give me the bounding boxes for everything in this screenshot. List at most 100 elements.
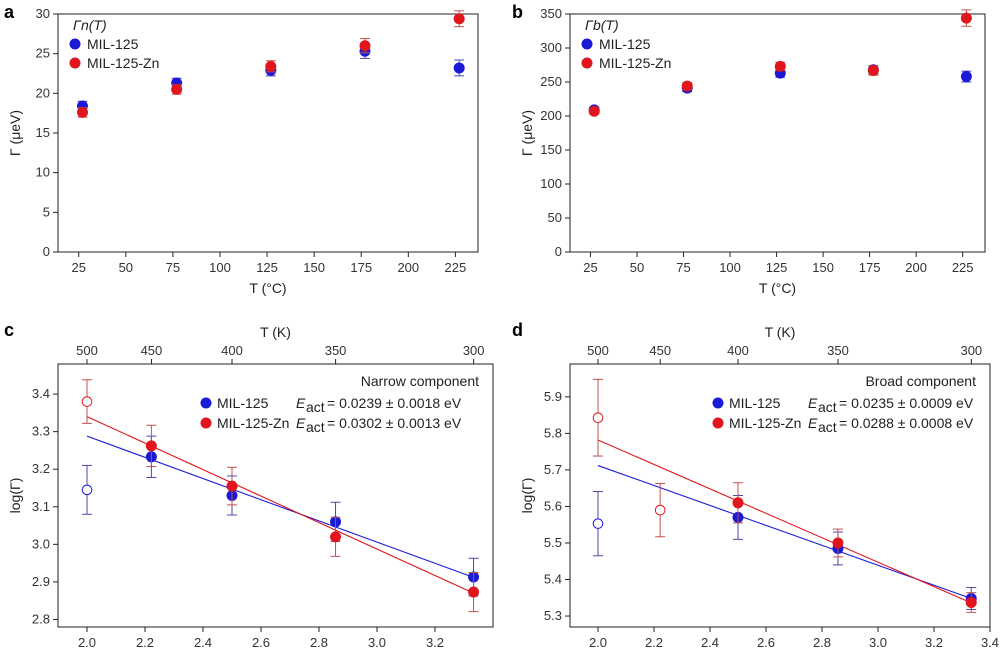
y-tick-label: 3.3 bbox=[32, 424, 50, 439]
y-tick-label: 30 bbox=[36, 6, 50, 21]
legend-label: MIL-125-Zn bbox=[599, 55, 671, 71]
point-mil125zn bbox=[468, 586, 480, 598]
y-axis-title: Γ (μeV) bbox=[7, 110, 23, 156]
y-tick-label: 200 bbox=[540, 108, 562, 123]
x-tick-label: 2.6 bbox=[252, 635, 270, 650]
plot-frame bbox=[569, 13, 986, 253]
x-tick-label: 2.4 bbox=[194, 635, 212, 650]
x-tick-label: 125 bbox=[256, 260, 278, 275]
eact-value: = 0.0239 ± 0.0018 eV bbox=[327, 395, 462, 411]
top-tick-label: 350 bbox=[325, 343, 347, 358]
point-mil125zn bbox=[359, 40, 371, 52]
y-tick-label: 2.9 bbox=[32, 574, 50, 589]
x-tick-label: 3.0 bbox=[368, 635, 386, 650]
x-tick-label: 225 bbox=[952, 260, 974, 275]
top-axis-title: T (K) bbox=[260, 324, 291, 340]
point-open-mil125 bbox=[592, 518, 604, 529]
y-tick-label: 5.4 bbox=[544, 572, 562, 587]
y-tick-label: 3.0 bbox=[32, 536, 50, 551]
y-tick-label: 25 bbox=[36, 46, 50, 61]
plot-frame bbox=[57, 363, 494, 628]
legend-label: MIL-125-Zn bbox=[217, 415, 289, 431]
x-tick-label: 2.4 bbox=[701, 635, 719, 650]
legend-title: Γb(T) bbox=[585, 17, 619, 33]
y-tick-label: 350 bbox=[540, 6, 562, 21]
y-tick-label: 100 bbox=[540, 176, 562, 191]
y-tick-label: 5.5 bbox=[544, 535, 562, 550]
x-axis-title: T (°C) bbox=[249, 280, 286, 296]
legend-marker bbox=[200, 397, 212, 409]
component-annotation: Narrow component bbox=[361, 373, 479, 389]
point-mil125zn bbox=[681, 80, 693, 92]
legend-label: MIL-125-Zn bbox=[87, 55, 159, 71]
top-tick-label: 300 bbox=[463, 343, 485, 358]
y-tick-label: 3.4 bbox=[32, 386, 50, 401]
plot-frame bbox=[569, 363, 991, 628]
legend-marker bbox=[712, 417, 724, 429]
y-tick-label: 3.1 bbox=[32, 499, 50, 514]
eact-subscript: act bbox=[818, 399, 837, 415]
y-tick-label: 10 bbox=[36, 165, 50, 180]
fit-line-mil125 bbox=[86, 435, 474, 578]
x-tick-label: 2.8 bbox=[813, 635, 831, 650]
top-tick-label: 350 bbox=[827, 343, 849, 358]
eact-value: = 0.0235 ± 0.0009 eV bbox=[839, 395, 974, 411]
point-mil125zn bbox=[330, 531, 342, 543]
point-mil125zn bbox=[832, 537, 844, 549]
y-tick-label: 20 bbox=[36, 85, 50, 100]
panel-c: c 2.0 2.2 2.4 2.6 2.8 3.0 3.2 2.8 2.9 3.0 3.1 3.2 3.3… bbox=[4, 320, 494, 656]
panel-label: d bbox=[512, 320, 523, 340]
legend-title: Γn(T) bbox=[73, 17, 107, 33]
x-tick-label: 100 bbox=[719, 260, 741, 275]
y-tick-label: 15 bbox=[36, 125, 50, 140]
legend-label: MIL-125 bbox=[729, 395, 781, 411]
point-open-mil125 bbox=[81, 484, 93, 496]
point-mil125zn bbox=[265, 60, 277, 72]
legend-label: MIL-125 bbox=[217, 395, 269, 411]
point-mil125 bbox=[453, 62, 465, 74]
x-axis-title: T (°C) bbox=[759, 280, 796, 296]
point-open-mil125zn bbox=[81, 396, 93, 407]
y-axis-title: log(Γ) bbox=[519, 478, 535, 514]
x-tick-label: 200 bbox=[397, 260, 419, 275]
point-open-mil125zn bbox=[592, 412, 604, 423]
x-tick-label: 3.0 bbox=[869, 635, 887, 650]
point-mil125zn bbox=[171, 83, 183, 95]
x-tick-label: 50 bbox=[119, 260, 133, 275]
x-tick-label: 3.2 bbox=[925, 635, 943, 650]
y-tick-label: 5.3 bbox=[544, 608, 562, 623]
x-tick-label: 175 bbox=[859, 260, 881, 275]
point-mil125zn bbox=[588, 105, 600, 117]
panel-a: a 25 50 75 100 125 150 175 200 225 0 5 10 15 20 25 30 T (… bbox=[4, 2, 479, 296]
x-tick-label: 75 bbox=[166, 260, 180, 275]
legend-marker bbox=[712, 397, 724, 409]
point-mil125zn bbox=[960, 12, 972, 24]
y-axis-title: Γ (μeV) bbox=[519, 110, 535, 156]
y-tick-label: 5 bbox=[43, 204, 50, 219]
legend-marker bbox=[581, 57, 593, 69]
eact-symbol: E bbox=[808, 395, 818, 411]
legend-marker bbox=[581, 38, 593, 50]
fit-line-mil125zn bbox=[86, 416, 474, 594]
eact-symbol: E bbox=[808, 415, 818, 431]
y-tick-label: 150 bbox=[540, 142, 562, 157]
x-tick-label: 175 bbox=[350, 260, 372, 275]
x-tick-label: 2.0 bbox=[78, 635, 96, 650]
eact-value: = 0.0288 ± 0.0008 eV bbox=[839, 415, 974, 431]
point-mil125zn bbox=[774, 60, 786, 72]
fit-line-mil125zn bbox=[597, 439, 972, 604]
x-tick-label: 3.2 bbox=[426, 635, 444, 650]
x-tick-label: 2.2 bbox=[136, 635, 154, 650]
y-tick-label: 50 bbox=[548, 210, 562, 225]
y-tick-label: 5.8 bbox=[544, 425, 562, 440]
panel-label: b bbox=[512, 2, 523, 22]
point-mil125 bbox=[960, 71, 972, 83]
legend-label: MIL-125 bbox=[599, 36, 651, 52]
x-tick-label: 150 bbox=[812, 260, 834, 275]
x-tick-label: 100 bbox=[209, 260, 231, 275]
top-tick-label: 450 bbox=[141, 343, 163, 358]
y-tick-label: 5.9 bbox=[544, 389, 562, 404]
legend-marker bbox=[69, 38, 81, 50]
eact-symbol: E bbox=[296, 395, 306, 411]
top-tick-label: 500 bbox=[587, 343, 609, 358]
